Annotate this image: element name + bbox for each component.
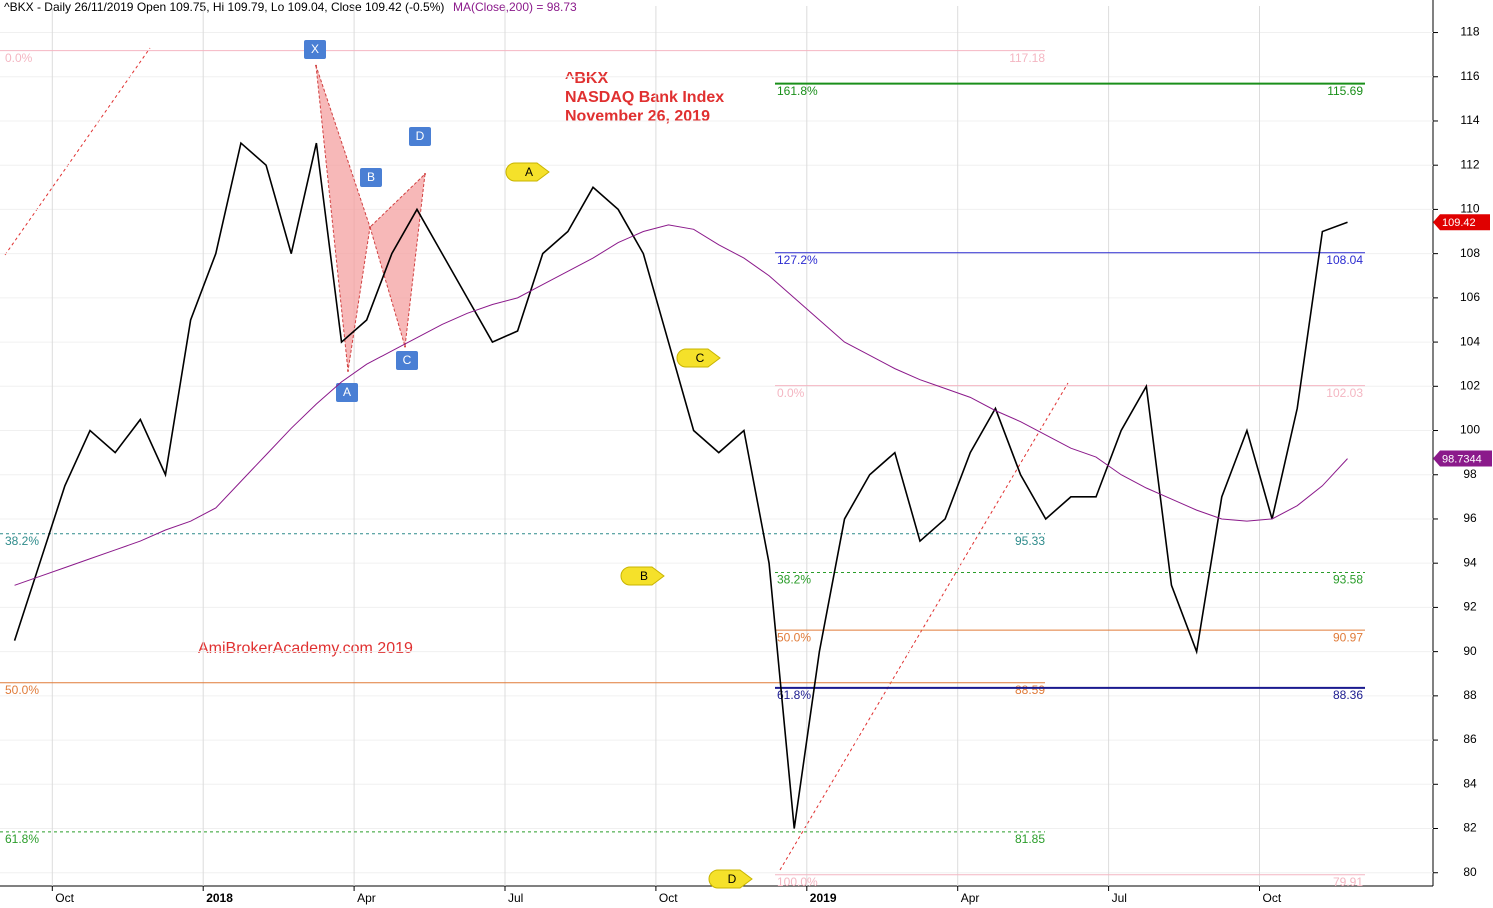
pattern-label-box [304,40,326,59]
fib-label: 50.0% [5,683,39,697]
y-tick-label: 112 [1460,157,1479,171]
pattern-point [347,369,349,372]
callout-label: B [640,569,648,583]
price-tag-label: 109.42 [1442,217,1476,229]
fib-label: 100.0% [777,875,818,889]
y-tick-label: 108 [1460,246,1480,260]
y-tick-label: 98 [1463,467,1477,481]
x-tick-label: Apr [961,891,980,905]
y-tick-label: 110 [1460,202,1479,216]
callout-label: A [525,165,533,179]
y-tick-label: 114 [1460,113,1479,127]
fib-price: 95.33 [1015,534,1045,548]
pattern-point [424,173,426,176]
y-tick-label: 80 [1463,865,1477,879]
y-tick-label: 82 [1463,821,1477,835]
pattern-point [369,226,371,229]
fib-price: 88.59 [1015,683,1045,697]
y-tick-label: 90 [1463,644,1477,658]
fib-label: 161.8% [777,84,818,98]
pattern-label: C [403,353,412,367]
trend-line [4,47,151,256]
y-tick-label: 118 [1460,25,1479,39]
fib-label: 0.0% [5,51,33,65]
fib-label: 127.2% [777,253,818,267]
y-tick-label: 104 [1460,334,1480,348]
y-tick-label: 100 [1460,423,1480,437]
price-tag-label: 98.7344 [1442,453,1482,465]
annotation-line: November 26, 2019 [565,108,710,125]
y-tick-label: 94 [1463,555,1477,569]
fib-label: 50.0% [777,630,811,644]
x-tick-label: Oct [659,891,678,905]
callout [676,348,721,368]
x-tick-label: Apr [357,891,376,905]
callout-label: D [728,872,737,886]
pattern-label: A [343,385,351,399]
pattern-label-box [360,168,382,187]
y-tick-label: 116 [1460,69,1479,83]
trend-line [779,382,1069,871]
watermark: AmiBrokerAcademy.com 2019 [198,640,413,657]
x-tick-label: Jul [1112,891,1127,905]
y-tick-label: 96 [1463,511,1477,525]
pattern-point [315,64,317,67]
y-tick-label: 84 [1463,776,1477,790]
callout [620,566,665,586]
x-tick-label: Oct [1263,891,1282,905]
fib-label: 61.8% [5,832,39,846]
fib-price: 93.58 [1333,573,1363,587]
header-ma: MA(Close,200) = 98.73 [453,0,577,14]
pattern-point [404,345,406,348]
header: ^BKX - Daily 26/11/2019 Open 109.75, Hi … [4,0,444,14]
pattern-label: B [367,170,375,184]
fib-label: 0.0% [777,386,805,400]
x-tick-label: 2018 [206,891,233,905]
fib-price: 102.03 [1326,386,1363,400]
pattern-label: D [416,129,425,143]
y-tick-label: 92 [1463,600,1477,614]
x-tick-label: Oct [55,891,74,905]
pattern-label-box [396,351,418,370]
fib-price: 108.04 [1326,253,1363,267]
fib-price: 117.18 [1009,51,1045,65]
fib-price: 90.97 [1333,630,1363,644]
fib-label: 38.2% [777,573,811,587]
annotation-line: NASDAQ Bank Index [565,89,724,106]
fib-price: 115.69 [1327,84,1363,98]
fib-label: 38.2% [5,534,39,548]
price-tag [1433,214,1490,231]
y-tick-label: 102 [1460,378,1480,392]
pattern-label-box [336,383,358,402]
pattern-triangle [369,172,426,347]
annotation-line: ^BKX [565,70,608,87]
fib-price: 88.36 [1333,688,1363,702]
price-tag [1433,450,1492,467]
pattern-label-box [409,127,431,146]
pattern-label: X [311,42,319,56]
callout-label: C [696,351,705,365]
x-tick-label: Jul [508,891,523,905]
x-tick-label: 2019 [810,891,837,905]
series-line [13,141,1348,829]
y-tick-label: 86 [1463,732,1477,746]
y-tick-label: 106 [1460,290,1480,304]
pattern-triangle [315,65,371,371]
fib-price: 79.91 [1333,875,1363,889]
fib-label: 61.8% [777,688,811,702]
callout [505,162,550,182]
y-tick-label: 88 [1463,688,1477,702]
callout [708,869,753,889]
fib-price: 81.85 [1015,832,1045,846]
series-line [14,224,1348,586]
